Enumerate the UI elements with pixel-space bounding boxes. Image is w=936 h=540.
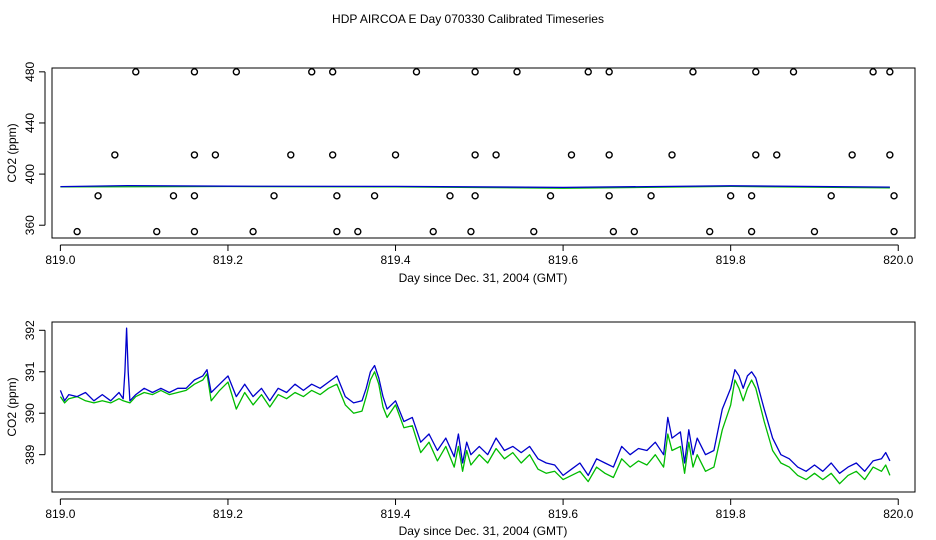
data-point bbox=[429, 227, 437, 236]
x-tick-label: 819.8 bbox=[716, 253, 746, 267]
data-point bbox=[890, 227, 898, 236]
x-tick-label: 819.2 bbox=[213, 507, 243, 521]
data-point bbox=[886, 151, 894, 159]
data-point bbox=[605, 68, 613, 76]
data-point bbox=[211, 151, 220, 159]
data-point bbox=[668, 151, 676, 159]
data-point bbox=[471, 151, 479, 159]
y-tick-label: 391 bbox=[23, 361, 37, 381]
x-tick-label: 819.0 bbox=[45, 253, 75, 267]
plot-marks bbox=[59, 327, 891, 485]
x-tick-label: 819.8 bbox=[716, 507, 746, 521]
data-point bbox=[869, 68, 877, 76]
x-axis-label: Day since Dec. 31, 2004 (GMT) bbox=[399, 271, 568, 285]
y-tick-label: 400 bbox=[23, 164, 37, 184]
data-point bbox=[827, 192, 835, 200]
x-tick-label: 820.0 bbox=[883, 253, 913, 267]
x-axis: 819.0 819.2 819.4 819.6 819.8 820.0 bbox=[45, 244, 914, 267]
data-point bbox=[471, 68, 479, 76]
data-point bbox=[333, 227, 341, 236]
data-point bbox=[94, 192, 102, 200]
data-point bbox=[886, 68, 894, 76]
data-point bbox=[492, 151, 500, 159]
y-tick-label: 390 bbox=[23, 403, 37, 423]
x-tick-label: 819.4 bbox=[381, 507, 411, 521]
x-tick-label: 819.6 bbox=[548, 507, 578, 521]
data-point bbox=[567, 151, 576, 159]
data-point bbox=[752, 151, 760, 159]
data-point bbox=[190, 151, 199, 159]
x-tick-label: 819.0 bbox=[45, 507, 75, 521]
data-point bbox=[73, 227, 81, 236]
data-point bbox=[328, 68, 337, 76]
plot-frame bbox=[51, 321, 916, 493]
data-point bbox=[747, 227, 756, 236]
data-point bbox=[111, 151, 119, 159]
data-point bbox=[605, 151, 613, 159]
y-axis-label: CO2 (ppm) bbox=[5, 123, 19, 182]
data-point bbox=[789, 68, 798, 76]
top-panel: Day since Dec. 31, 2004 (GMT) CO2 (ppm) … bbox=[5, 62, 916, 285]
y-axis-label: CO2 (ppm) bbox=[5, 377, 19, 436]
series-line bbox=[59, 371, 891, 485]
data-point bbox=[446, 192, 454, 200]
data-point bbox=[169, 192, 178, 200]
data-point bbox=[890, 192, 898, 200]
data-point bbox=[530, 227, 538, 236]
data-point bbox=[706, 227, 714, 236]
data-point bbox=[270, 192, 278, 200]
x-tick-label: 819.6 bbox=[548, 253, 578, 267]
data-point bbox=[308, 68, 316, 76]
series-line bbox=[60, 184, 890, 189]
data-point bbox=[287, 151, 295, 159]
data-point bbox=[605, 192, 613, 200]
data-point bbox=[190, 68, 199, 76]
y-tick-label: 440 bbox=[23, 113, 37, 133]
data-point bbox=[584, 68, 592, 76]
data-point bbox=[190, 227, 199, 236]
data-point bbox=[153, 227, 161, 236]
y-tick-label: 360 bbox=[23, 215, 37, 235]
x-tick-label: 819.2 bbox=[213, 253, 243, 267]
x-axis-label: Day since Dec. 31, 2004 (GMT) bbox=[399, 524, 568, 538]
data-point bbox=[370, 192, 379, 200]
data-point bbox=[467, 227, 475, 236]
data-point bbox=[333, 192, 341, 200]
data-point bbox=[848, 151, 856, 159]
data-point bbox=[810, 227, 819, 236]
data-point bbox=[471, 192, 479, 200]
x-tick-label: 819.4 bbox=[381, 253, 411, 267]
data-point bbox=[354, 227, 362, 236]
plot-marks bbox=[60, 68, 898, 236]
x-tick-label: 820.0 bbox=[883, 507, 913, 521]
data-point bbox=[412, 68, 421, 76]
data-point bbox=[328, 151, 337, 159]
plot-frame bbox=[51, 67, 916, 239]
data-point bbox=[232, 68, 241, 76]
data-point bbox=[513, 68, 521, 76]
data-point bbox=[249, 227, 257, 236]
chart-title: HDP AIRCOA E Day 070330 Calibrated Times… bbox=[332, 12, 604, 26]
y-axis: 389 390 391 392 bbox=[23, 320, 46, 465]
data-point bbox=[630, 227, 639, 236]
data-point bbox=[609, 227, 618, 236]
data-point bbox=[190, 192, 199, 200]
data-point bbox=[391, 151, 400, 159]
series-line bbox=[59, 327, 891, 477]
data-point bbox=[546, 192, 555, 200]
y-tick-label: 389 bbox=[23, 444, 37, 464]
data-point bbox=[132, 68, 140, 76]
y-axis: 360 400 440 480 bbox=[23, 62, 46, 235]
data-point bbox=[647, 192, 655, 200]
x-axis: 819.0 819.2 819.4 819.6 819.8 820.0 bbox=[45, 498, 914, 521]
y-tick-label: 392 bbox=[23, 320, 37, 340]
data-point bbox=[689, 68, 697, 76]
data-point bbox=[747, 192, 756, 200]
data-point bbox=[752, 68, 760, 76]
bottom-panel: Day since Dec. 31, 2004 (GMT) CO2 (ppm) … bbox=[5, 320, 916, 538]
data-point bbox=[773, 151, 781, 159]
data-point bbox=[726, 192, 735, 200]
y-tick-label: 480 bbox=[23, 62, 37, 82]
